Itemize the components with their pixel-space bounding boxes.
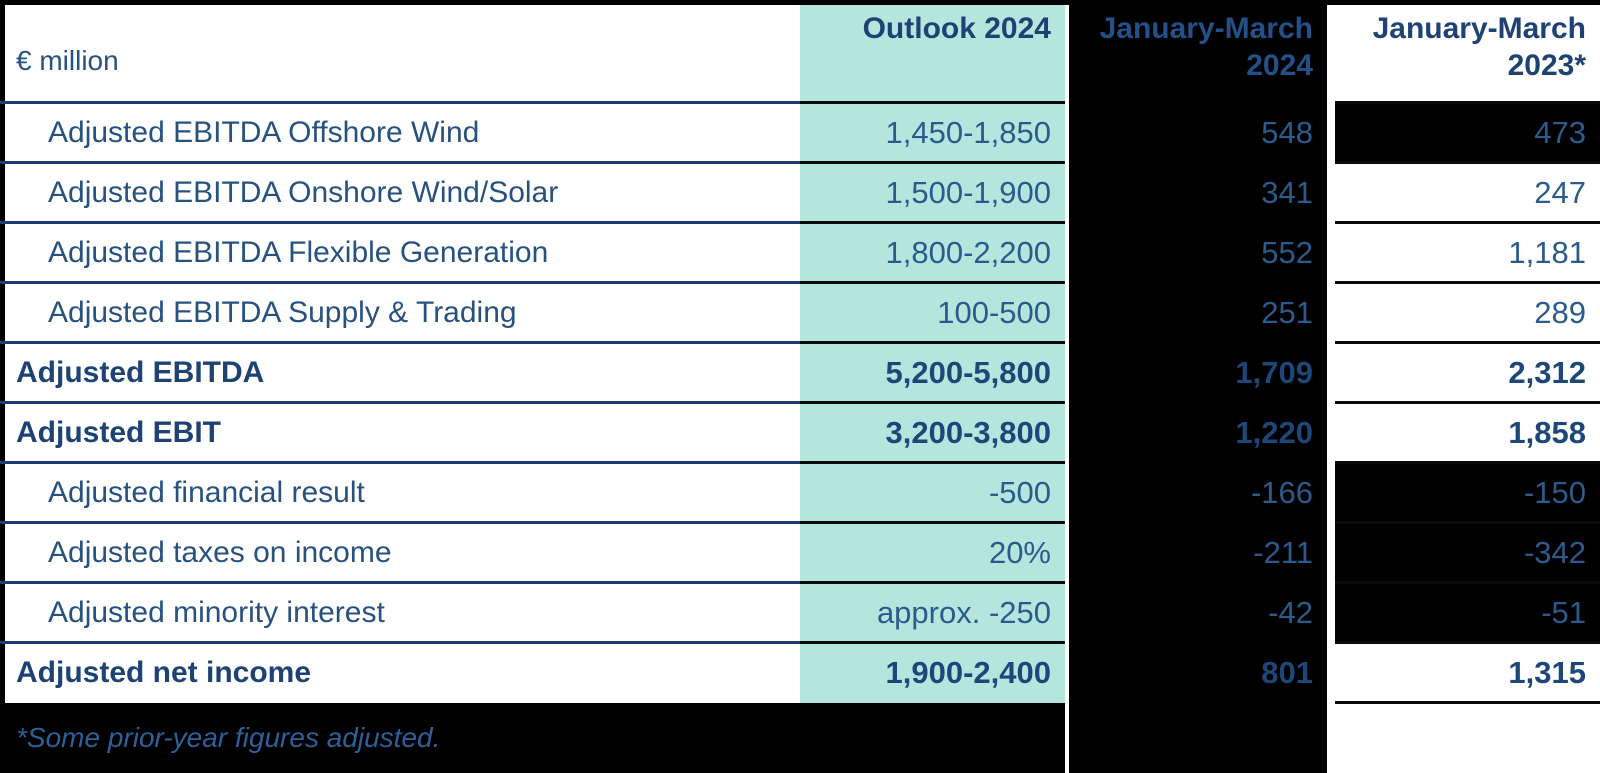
jan-mar-2024-value: 1,709 (1235, 355, 1313, 390)
jan-mar-2023-value: 2,312 (1508, 355, 1586, 390)
jan-mar-2024-value: -211 (1253, 535, 1313, 570)
column-header-outlook-2024: Outlook 2024 (862, 12, 1051, 45)
jan-mar-2024-value: 341 (1261, 175, 1313, 210)
row-separator-navy (0, 281, 800, 284)
row-label: Adjusted financial result (48, 476, 365, 509)
outlook-value: 3,200-3,800 (885, 415, 1051, 450)
row-separator-navy (0, 581, 800, 584)
row-separator-prior-year (1335, 701, 1600, 704)
jan-mar-2024-value: 552 (1261, 235, 1313, 270)
row-separator-outlook (800, 461, 1065, 464)
jan-mar-2024-column-background (1069, 0, 1327, 773)
row-separator-prior-year (1335, 641, 1600, 644)
jan-mar-2023-value: 473 (1534, 115, 1586, 150)
footnote-background (0, 703, 1065, 773)
row-separator-prior-year (1335, 581, 1600, 584)
row-separator-navy (0, 521, 800, 524)
outlook-value: approx. -250 (876, 595, 1051, 630)
column-header-jan-mar-2023: January-March 2023* (1372, 12, 1586, 82)
column-header-jan-mar-2024: January-March 2024 (1099, 12, 1313, 82)
row-separator-prior-year (1335, 521, 1600, 524)
row-separator-prior-year (1335, 341, 1600, 344)
row-label: Adjusted EBIT (16, 416, 222, 449)
row-separator-prior-year (1335, 161, 1600, 164)
row-separator-navy (0, 101, 800, 104)
row-separator-outlook (800, 101, 1065, 104)
jan-mar-2023-value: 1,181 (1508, 235, 1586, 270)
row-label: Adjusted EBITDA Supply & Trading (48, 296, 517, 329)
outlook-value: 1,800-2,200 (885, 235, 1051, 270)
prior-year-cell-highlight (1335, 523, 1600, 583)
jan-mar-2023-value: 247 (1534, 175, 1586, 210)
row-separator-outlook (800, 641, 1065, 644)
jan-mar-2023-value: 1,858 (1508, 415, 1586, 450)
row-separator-navy (0, 221, 800, 224)
prior-year-cell-highlight (1335, 463, 1600, 523)
row-separator-navy (0, 641, 800, 644)
jan-mar-2024-value: 1,220 (1235, 415, 1313, 450)
jan-mar-2023-value: -51 (1541, 595, 1586, 630)
jan-mar-2023-value: -342 (1523, 535, 1586, 570)
outlook-value: 1,450-1,850 (885, 115, 1051, 150)
row-separator-outlook (800, 161, 1065, 164)
row-separator-outlook (800, 521, 1065, 524)
row-separator-navy (0, 461, 800, 464)
table-left-border (0, 0, 5, 703)
outlook-value: 20% (988, 535, 1051, 570)
row-separator-navy (0, 161, 800, 164)
prior-year-cell-highlight (1335, 103, 1600, 163)
row-separator-prior-year (1335, 461, 1600, 464)
row-separator-prior-year (1335, 401, 1600, 404)
outlook-value: 100-500 (937, 295, 1051, 330)
row-label: Adjusted EBITDA (16, 356, 265, 389)
outlook-column-background (800, 0, 1065, 703)
row-separator-prior-year (1335, 101, 1600, 104)
outlook-value: 5,200-5,800 (885, 355, 1051, 390)
outlook-value: 1,900-2,400 (885, 655, 1051, 690)
row-separator-outlook (800, 281, 1065, 284)
prior-year-cell-highlight (1335, 583, 1600, 643)
jan-mar-2023-value: 289 (1534, 295, 1586, 330)
row-label: Adjusted taxes on income (48, 536, 392, 569)
jan-mar-2023-value: -150 (1523, 475, 1586, 510)
row-separator-navy (0, 401, 800, 404)
jan-mar-2024-value: 548 (1261, 115, 1313, 150)
row-separator-prior-year (1335, 221, 1600, 224)
row-separator-prior-year (1335, 281, 1600, 284)
row-label: Adjusted EBITDA Flexible Generation (48, 236, 549, 269)
jan-mar-2023-value: 1,315 (1508, 655, 1586, 690)
outlook-value: 1,500-1,900 (885, 175, 1051, 210)
row-label: Adjusted EBITDA Offshore Wind (48, 116, 480, 149)
row-separator-outlook (800, 401, 1065, 404)
row-label: Adjusted net income (16, 656, 312, 689)
outlook-value: -500 (988, 475, 1051, 510)
unit-label: € million (16, 45, 119, 76)
row-separator-outlook (800, 341, 1065, 344)
row-separator-outlook (800, 221, 1065, 224)
jan-mar-2024-value: 251 (1261, 295, 1313, 330)
row-label: Adjusted EBITDA Onshore Wind/Solar (48, 176, 559, 209)
row-separator-outlook (800, 581, 1065, 584)
footnote-text: *Some prior-year figures adjusted. (16, 722, 441, 753)
jan-mar-2024-value: 801 (1261, 655, 1313, 690)
row-separator-navy (0, 341, 800, 344)
table-top-border (0, 0, 1600, 5)
jan-mar-2024-value: -42 (1268, 595, 1313, 630)
jan-mar-2024-value: -166 (1250, 475, 1313, 510)
row-label: Adjusted minority interest (48, 596, 385, 629)
